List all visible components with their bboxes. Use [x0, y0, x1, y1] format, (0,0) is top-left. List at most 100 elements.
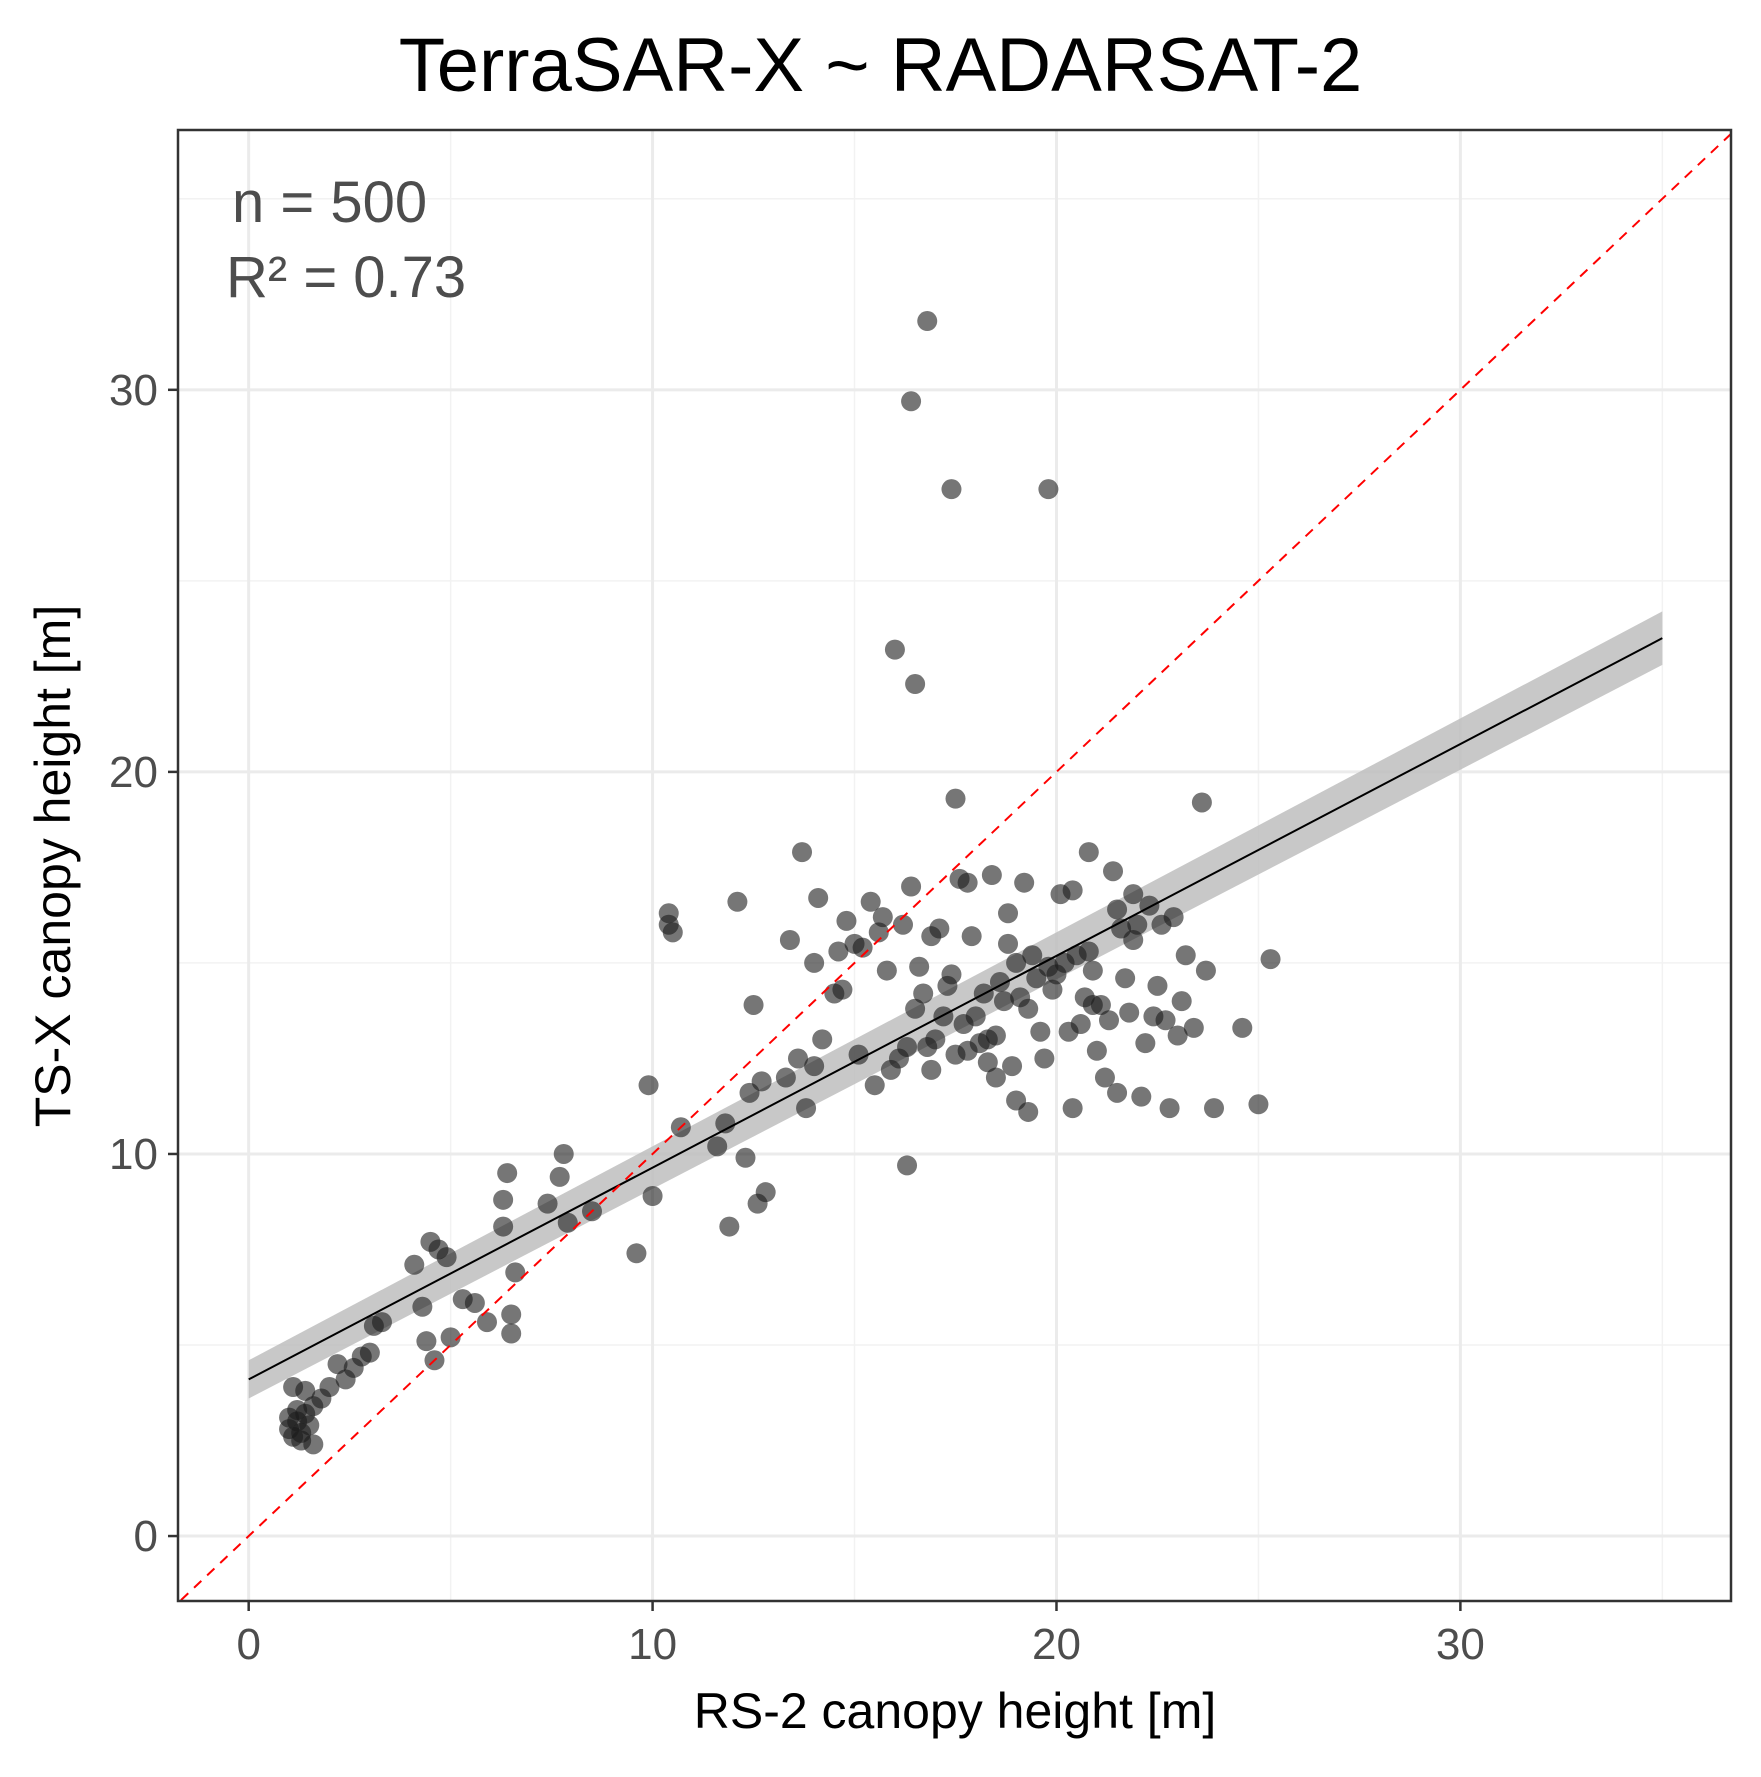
- scatter-point: [1183, 1017, 1204, 1038]
- scatter-point: [1006, 952, 1027, 973]
- scatter-point: [1078, 941, 1099, 962]
- scatter-point: [1034, 1048, 1055, 1069]
- scatter-point: [1131, 1086, 1152, 1107]
- scatter-point: [961, 926, 982, 947]
- scatter-point: [642, 1185, 663, 1206]
- scatter-point: [876, 960, 897, 981]
- scatter-point: [897, 1155, 918, 1176]
- scatter-point: [1195, 960, 1216, 981]
- scatter-point: [1078, 842, 1099, 863]
- scatter-point: [1139, 895, 1160, 916]
- scatter-point: [497, 1163, 518, 1184]
- x-tick-label: 0: [236, 1620, 260, 1669]
- scatter-point: [501, 1323, 522, 1344]
- scatter-point: [440, 1327, 461, 1348]
- scatter-point: [917, 311, 938, 332]
- scatter-point: [727, 891, 748, 912]
- scatter-point: [1094, 1067, 1115, 1088]
- scatter-point: [743, 994, 764, 1015]
- data-layer: [178, 132, 1731, 1601]
- scatter-point: [985, 1025, 1006, 1046]
- scatter-point: [493, 1189, 514, 1210]
- scatter-point: [1002, 1056, 1023, 1077]
- scatter-point: [464, 1292, 485, 1313]
- x-axis-title: RS-2 canopy height [m]: [694, 1683, 1217, 1739]
- scatter-point: [893, 914, 914, 935]
- scatter-point: [735, 1147, 756, 1168]
- scatter-point: [335, 1369, 356, 1390]
- scatter-point: [363, 1315, 384, 1336]
- scatter-point: [436, 1247, 457, 1268]
- scatter-point: [1082, 960, 1103, 981]
- scatter-point: [824, 983, 845, 1004]
- scatter-point: [913, 983, 934, 1004]
- scatter-point: [1103, 861, 1124, 882]
- scatter-point: [1042, 979, 1063, 1000]
- scatter-point: [775, 1067, 796, 1088]
- y-tick-label: 30: [109, 366, 158, 415]
- scatter-point: [549, 1166, 570, 1187]
- scatter-point: [327, 1354, 348, 1375]
- scatter-point: [1127, 914, 1148, 935]
- scatter-point: [404, 1254, 425, 1275]
- x-tick-label: 30: [1436, 1620, 1485, 1669]
- r2-annotation: R² = 0.73: [226, 245, 466, 310]
- scatter-point: [836, 910, 857, 931]
- scatter-point: [808, 887, 829, 908]
- scatter-point: [905, 998, 926, 1019]
- scatter-point: [872, 907, 893, 928]
- scatter-point: [291, 1422, 312, 1443]
- scatter-point: [901, 876, 922, 897]
- scatter-point: [1167, 1025, 1188, 1046]
- scatter-point: [977, 1052, 998, 1073]
- scatter-point: [537, 1193, 558, 1214]
- scatter-point: [1115, 968, 1136, 989]
- scatter-point: [1119, 1002, 1140, 1023]
- scatter-point: [969, 1033, 990, 1054]
- scatter-point: [812, 1029, 833, 1050]
- axis-layer: 0 10 20 30 0 10 20 30: [109, 366, 1485, 1669]
- scatter-point: [860, 891, 881, 912]
- scatter-point: [1171, 991, 1192, 1012]
- scatter-point: [626, 1243, 647, 1264]
- scatter-point: [1155, 1010, 1176, 1031]
- scatter-point: [945, 1044, 966, 1065]
- scatter-point: [804, 1056, 825, 1077]
- identity-line: [178, 132, 1731, 1601]
- scatter-point: [1098, 1010, 1119, 1031]
- scatter-point: [493, 1216, 514, 1237]
- scatter-point: [921, 926, 942, 947]
- scatter-point: [828, 941, 849, 962]
- scatter-point: [1135, 1033, 1156, 1054]
- scatter-point: [1107, 1082, 1128, 1103]
- y-tick-label: 10: [109, 1130, 158, 1179]
- scatter-point: [909, 956, 930, 977]
- scatter-point: [884, 639, 905, 660]
- scatter-point: [1086, 1040, 1107, 1061]
- scatter-point: [1082, 994, 1103, 1015]
- annotation-layer: n = 500 R² = 0.73: [226, 170, 466, 310]
- n-annotation: n = 500: [232, 170, 427, 235]
- x-tick-label: 20: [1032, 1620, 1081, 1669]
- scatter-point: [755, 1182, 776, 1203]
- scatter-point: [1062, 880, 1083, 901]
- plot-border: [176, 128, 1733, 1603]
- scatter-point: [557, 1212, 578, 1233]
- scatter-point: [998, 933, 1019, 954]
- grid-layer: [178, 130, 1731, 1601]
- scatter-point: [957, 872, 978, 893]
- scatter-point: [945, 788, 966, 809]
- scatter-point: [1151, 914, 1172, 935]
- scatter-point: [921, 1059, 942, 1080]
- scatter-point: [412, 1296, 433, 1317]
- scatter-point: [1006, 1090, 1027, 1111]
- scatter-point: [981, 865, 1002, 886]
- scatter-point: [965, 1006, 986, 1027]
- scatter-point: [1159, 1098, 1180, 1119]
- y-axis-title: TS-X canopy height [m]: [25, 605, 81, 1127]
- chart-title: TerraSAR-X ~ RADARSAT-2: [398, 23, 1363, 108]
- scatter-point: [1058, 1021, 1079, 1042]
- scatter-point: [1248, 1094, 1269, 1115]
- scatter-point: [279, 1407, 300, 1428]
